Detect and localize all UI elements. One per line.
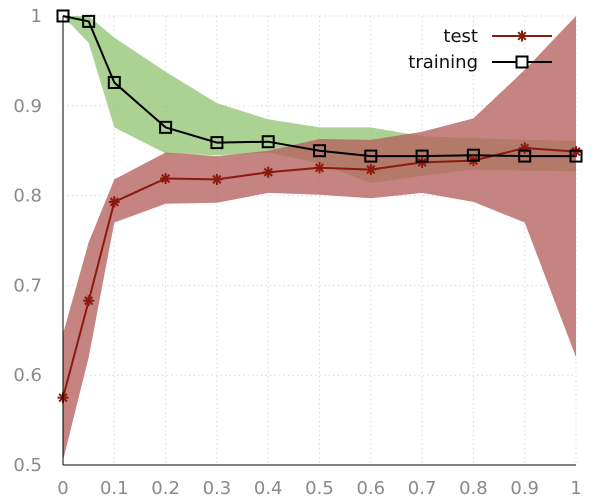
x-tick-label: 0.2 bbox=[151, 478, 180, 499]
band-test bbox=[63, 16, 576, 461]
point-training bbox=[415, 149, 429, 163]
x-tick-label: 0.3 bbox=[203, 478, 232, 499]
x-tick-label: 1 bbox=[570, 478, 581, 499]
point-training bbox=[569, 149, 583, 163]
x-tick-label: 0.5 bbox=[305, 478, 334, 499]
series-lines bbox=[62, 15, 577, 398]
point-test bbox=[314, 162, 325, 174]
point-test bbox=[262, 166, 274, 178]
x-tick-label: 0.8 bbox=[459, 478, 488, 499]
confidence-bands bbox=[63, 16, 576, 461]
point-training bbox=[364, 149, 378, 163]
y-tick-label: 0.6 bbox=[13, 365, 42, 386]
line-test bbox=[62, 146, 577, 398]
x-tick-label: 0.1 bbox=[100, 478, 129, 499]
point-test bbox=[160, 173, 172, 185]
x-tick-label: 0.4 bbox=[254, 478, 283, 499]
line-training bbox=[62, 15, 576, 158]
point-test bbox=[211, 173, 223, 185]
point-test bbox=[365, 164, 377, 176]
y-tick-label: 1 bbox=[31, 6, 42, 27]
axes bbox=[62, 16, 576, 466]
point-test bbox=[570, 146, 582, 158]
y-tick-label: 0.5 bbox=[13, 455, 42, 476]
point-training bbox=[313, 144, 326, 158]
point-training bbox=[107, 75, 121, 89]
legend-marker-test bbox=[516, 30, 528, 42]
y-tick-label: 0.8 bbox=[13, 186, 42, 207]
legend-marker-training bbox=[515, 55, 529, 69]
y-tick-label: 0.7 bbox=[13, 275, 42, 296]
point-training bbox=[261, 135, 275, 149]
legend-label-test: test bbox=[443, 26, 478, 47]
y-tick-label: 0.9 bbox=[13, 96, 42, 117]
x-tick-label: 0.9 bbox=[510, 478, 539, 499]
legend-label-training: training bbox=[408, 52, 478, 73]
x-tick-label: 0.6 bbox=[356, 478, 385, 499]
point-training bbox=[466, 148, 480, 162]
point-training bbox=[210, 136, 224, 150]
x-tick-label: 0 bbox=[57, 478, 68, 499]
point-training bbox=[82, 14, 96, 28]
point-test bbox=[83, 295, 95, 307]
point-training bbox=[518, 149, 532, 163]
x-tick-label: 0.7 bbox=[408, 478, 437, 499]
legend: test training bbox=[408, 26, 552, 73]
point-test bbox=[108, 196, 120, 208]
tick-labels: 0 0.1 0.2 0.3 0.4 0.5 0.6 0.7 0.8 0.9 1 0.5 0.6 0.7 0.… bbox=[13, 6, 581, 499]
point-training bbox=[159, 120, 173, 134]
